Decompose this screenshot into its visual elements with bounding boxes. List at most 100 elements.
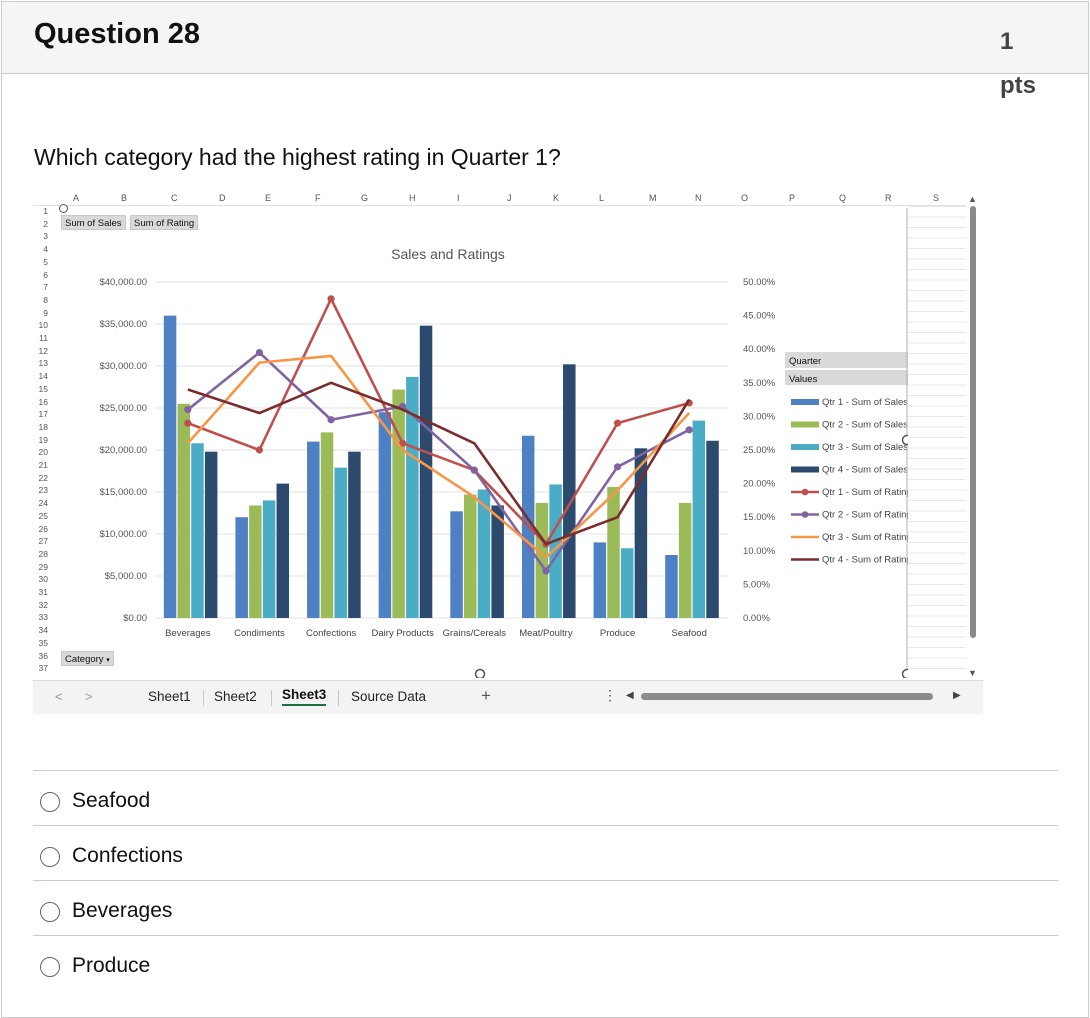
pivot-category-button[interactable]: Category ▾ (61, 651, 114, 666)
scroll-right-icon[interactable]: ▶ (953, 690, 961, 701)
row-header[interactable]: 34 (38, 625, 48, 636)
column-header[interactable]: J (507, 193, 512, 203)
column-header[interactable]: L (599, 193, 605, 203)
tab-source-data[interactable]: Source Data (351, 689, 427, 704)
column-header[interactable]: A (73, 193, 80, 203)
row-header[interactable]: 3 (43, 231, 48, 242)
radio-button[interactable] (40, 792, 60, 812)
row-header[interactable]: 23 (38, 485, 48, 496)
pivot-sum-of-sales-button[interactable]: Sum of Sales (61, 215, 126, 230)
pivot-sum-of-rating-button[interactable]: Sum of Rating (130, 215, 199, 230)
row-header[interactable]: 21 (38, 460, 48, 470)
answer-option[interactable]: Seafood (33, 770, 1058, 825)
resize-handle (474, 668, 486, 680)
column-header[interactable]: N (695, 193, 702, 203)
scroll-down-icon[interactable]: ▼ (968, 668, 977, 678)
series-line (187, 351, 690, 573)
row-header[interactable]: 32 (38, 599, 48, 610)
row-header[interactable]: 10 (38, 320, 48, 331)
answer-option[interactable]: Produce (33, 935, 1058, 990)
scroll-up-icon[interactable]: ▲ (968, 194, 977, 204)
column-header[interactable]: D (219, 193, 226, 203)
answer-label[interactable]: Confections (72, 844, 183, 867)
row-header[interactable]: 7 (43, 282, 48, 293)
tab-sheet3[interactable]: Sheet3 (282, 687, 327, 706)
resize-handle[interactable] (59, 204, 68, 213)
pivot-chart[interactable]: Sales and Ratings $0.00 $5,000.00 $10,000.0… (59, 204, 925, 680)
row-header[interactable]: 31 (38, 587, 48, 597)
row-header[interactable]: 25 (38, 510, 48, 521)
x-tick-label: Confections (306, 628, 356, 639)
radio-button[interactable] (40, 902, 60, 922)
line-point (613, 463, 622, 471)
column-header[interactable]: K (553, 193, 560, 203)
row-header[interactable]: 11 (39, 333, 48, 343)
column-header[interactable]: I (457, 193, 460, 203)
y-left-tick-label: $20,000.00 (99, 445, 147, 456)
bar (249, 505, 262, 618)
scroll-left-icon[interactable]: ◀ (626, 690, 634, 701)
row-header[interactable]: 13 (38, 358, 48, 369)
answer-label[interactable]: Seafood (72, 789, 151, 812)
line-point (685, 426, 693, 434)
row-header[interactable]: 9 (43, 307, 48, 318)
tab-sheet1[interactable]: Sheet1 (148, 689, 191, 704)
legend-marker (801, 511, 809, 518)
row-header[interactable]: 14 (38, 371, 48, 382)
row-header[interactable]: 28 (38, 548, 48, 559)
row-header[interactable]: 26 (38, 523, 48, 534)
row-header[interactable]: 35 (38, 637, 48, 648)
column-header[interactable]: O (741, 193, 749, 203)
x-tick-label: Condiments (234, 628, 285, 639)
bar (477, 489, 491, 618)
legend-swatch (791, 399, 819, 405)
row-header[interactable]: 16 (38, 396, 48, 407)
row-header[interactable]: 22 (38, 472, 48, 483)
more-options-icon[interactable]: ⋮ (603, 687, 617, 703)
tab-nav-right-icon[interactable]: > (85, 689, 93, 704)
column-header[interactable]: H (409, 193, 416, 203)
legend-label: Qtr 2 - Sum of Rating (822, 510, 908, 521)
row-header[interactable]: 12 (38, 345, 48, 356)
column-header[interactable]: Q (839, 193, 847, 203)
row-header[interactable]: 29 (38, 561, 48, 572)
column-header[interactable]: G (361, 193, 369, 203)
answer-option[interactable]: Confections (33, 825, 1058, 880)
row-header[interactable]: 20 (38, 447, 48, 458)
radio-button[interactable] (40, 957, 60, 977)
answer-option[interactable]: Beverages (33, 880, 1058, 935)
legend-values-label: Values (789, 374, 818, 385)
column-header[interactable]: P (789, 193, 796, 203)
row-header[interactable]: 8 (43, 294, 48, 305)
row-header[interactable]: 5 (43, 256, 48, 267)
row-header[interactable]: 17 (38, 409, 48, 420)
add-sheet-icon[interactable]: + (481, 686, 491, 705)
column-header[interactable]: E (265, 193, 272, 203)
row-header[interactable]: 37 (38, 663, 48, 674)
column-header[interactable]: R (885, 193, 892, 203)
row-header[interactable]: 36 (38, 650, 48, 661)
row-header[interactable]: 4 (43, 244, 48, 255)
row-header[interactable]: 33 (38, 612, 48, 623)
vertical-scroll-thumb[interactable] (970, 206, 976, 638)
column-header[interactable]: B (121, 193, 128, 203)
row-header[interactable]: 27 (38, 536, 48, 547)
answer-label[interactable]: Beverages (72, 899, 173, 922)
radio-button[interactable] (40, 847, 60, 867)
row-header[interactable]: 2 (43, 218, 48, 229)
row-header[interactable]: 19 (38, 434, 48, 445)
row-header[interactable]: 6 (43, 269, 48, 280)
answer-label[interactable]: Produce (72, 954, 151, 977)
column-header[interactable]: S (933, 193, 940, 203)
row-header[interactable]: 15 (38, 383, 48, 394)
tab-sheet2[interactable]: Sheet2 (214, 689, 257, 704)
column-header[interactable]: C (171, 193, 178, 203)
column-header[interactable]: M (649, 193, 657, 203)
horizontal-scroll-thumb[interactable] (641, 693, 933, 700)
column-header[interactable]: F (315, 193, 321, 203)
row-header[interactable]: 18 (38, 421, 48, 432)
tab-nav-left-icon[interactable]: < (55, 689, 63, 704)
row-header[interactable]: 24 (38, 498, 48, 509)
row-header[interactable]: 30 (38, 574, 48, 585)
row-header[interactable]: 1 (43, 206, 48, 216)
